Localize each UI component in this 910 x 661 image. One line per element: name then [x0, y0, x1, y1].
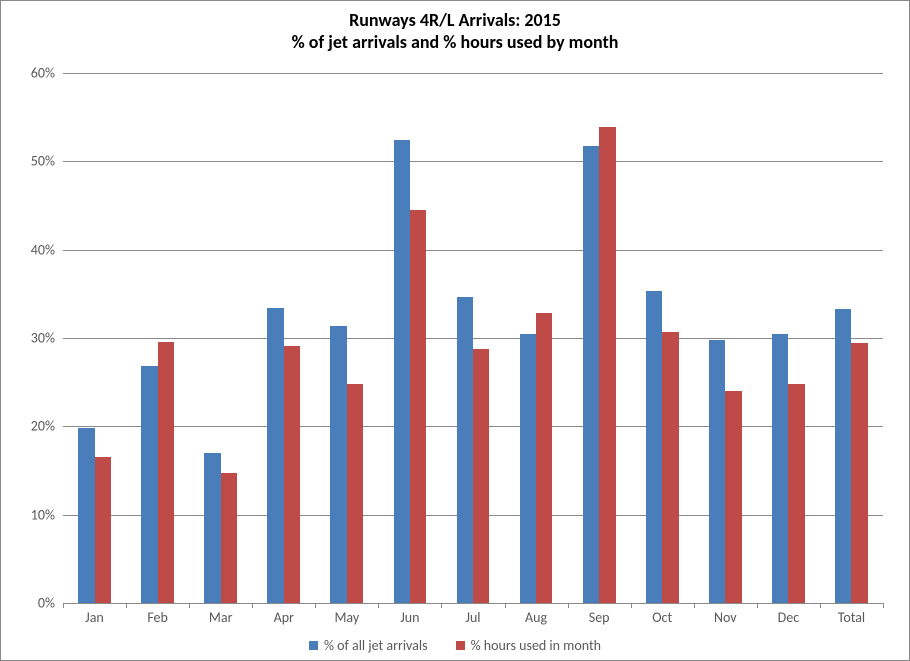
bar-series-1	[851, 343, 867, 603]
gridline	[63, 603, 883, 604]
x-tick-mark	[315, 603, 316, 608]
chart-title: Runways 4R/L Arrivals: 2015 % of jet arr…	[1, 1, 909, 53]
x-axis-label: Oct	[652, 609, 672, 626]
bar-series-1	[158, 342, 174, 603]
bar-series-0	[709, 340, 725, 603]
chart-title-line2: % of jet arrivals and % hours used by mo…	[1, 31, 909, 53]
bar-series-1	[410, 210, 426, 603]
legend: % of all jet arrivals % hours used in mon…	[309, 637, 601, 654]
gridline	[63, 73, 883, 74]
x-axis-label: Aug	[525, 609, 547, 626]
x-axis-label: Jul	[465, 609, 480, 626]
x-tick-mark	[378, 603, 379, 608]
chart-container: Runways 4R/L Arrivals: 2015 % of jet arr…	[0, 0, 910, 661]
x-axis-label: Jan	[85, 609, 104, 626]
y-axis-label: 30%	[31, 330, 55, 347]
legend-item: % of all jet arrivals	[309, 637, 428, 654]
bar-series-0	[583, 146, 599, 603]
bar-series-1	[221, 473, 237, 603]
bar-series-0	[394, 140, 410, 603]
bar-series-1	[536, 313, 552, 603]
x-tick-mark	[694, 603, 695, 608]
x-tick-mark	[505, 603, 506, 608]
x-tick-mark	[631, 603, 632, 608]
bar-series-1	[725, 391, 741, 603]
y-axis-label: 20%	[31, 418, 55, 435]
bar-series-0	[646, 291, 662, 603]
x-axis-label: Sep	[589, 609, 610, 626]
bar-series-1	[599, 127, 615, 603]
x-tick-mark	[189, 603, 190, 608]
x-axis-label: May	[334, 609, 359, 626]
bar-series-0	[835, 309, 851, 603]
bar-series-1	[347, 384, 363, 603]
legend-label: % hours used in month	[471, 637, 601, 654]
y-axis-label: 50%	[31, 153, 55, 170]
bar-series-1	[95, 457, 111, 603]
x-axis-label: Total	[838, 609, 865, 626]
bar-series-0	[772, 334, 788, 603]
x-axis-label: Feb	[147, 609, 168, 626]
y-axis-label: 40%	[31, 241, 55, 258]
x-axis-label: Mar	[209, 609, 233, 626]
bar-series-0	[457, 297, 473, 603]
x-tick-mark	[441, 603, 442, 608]
chart-title-line1: Runways 4R/L Arrivals: 2015	[1, 9, 909, 31]
legend-label: % of all jet arrivals	[324, 637, 428, 654]
x-tick-mark	[63, 603, 64, 608]
bar-series-0	[267, 308, 283, 603]
x-tick-mark	[820, 603, 821, 608]
x-axis-label: Jun	[400, 609, 419, 626]
x-axis-label: Dec	[778, 609, 800, 626]
y-axis-label: 10%	[31, 506, 55, 523]
x-tick-mark	[126, 603, 127, 608]
bar-series-1	[473, 349, 489, 603]
legend-item: % hours used in month	[456, 637, 601, 654]
x-tick-mark	[757, 603, 758, 608]
plot-area: 0%10%20%30%40%50%60%JanFebMarAprMayJunJu…	[63, 73, 883, 603]
x-axis-label: Nov	[714, 609, 737, 626]
x-tick-mark	[252, 603, 253, 608]
gridline	[63, 250, 883, 251]
legend-swatch	[456, 641, 465, 650]
gridline	[63, 338, 883, 339]
bar-series-0	[330, 326, 346, 603]
bar-series-0	[141, 366, 157, 603]
bar-series-1	[662, 332, 678, 603]
bar-series-1	[284, 346, 300, 603]
x-tick-mark	[883, 603, 884, 608]
legend-swatch	[309, 641, 318, 650]
y-axis-label: 0%	[38, 595, 55, 612]
bar-series-0	[520, 334, 536, 603]
y-axis-label: 60%	[31, 65, 55, 82]
gridline	[63, 161, 883, 162]
bar-series-0	[78, 428, 94, 603]
bar-series-1	[788, 384, 804, 603]
bar-series-0	[204, 453, 220, 603]
x-axis-label: Apr	[274, 609, 294, 626]
x-tick-mark	[568, 603, 569, 608]
